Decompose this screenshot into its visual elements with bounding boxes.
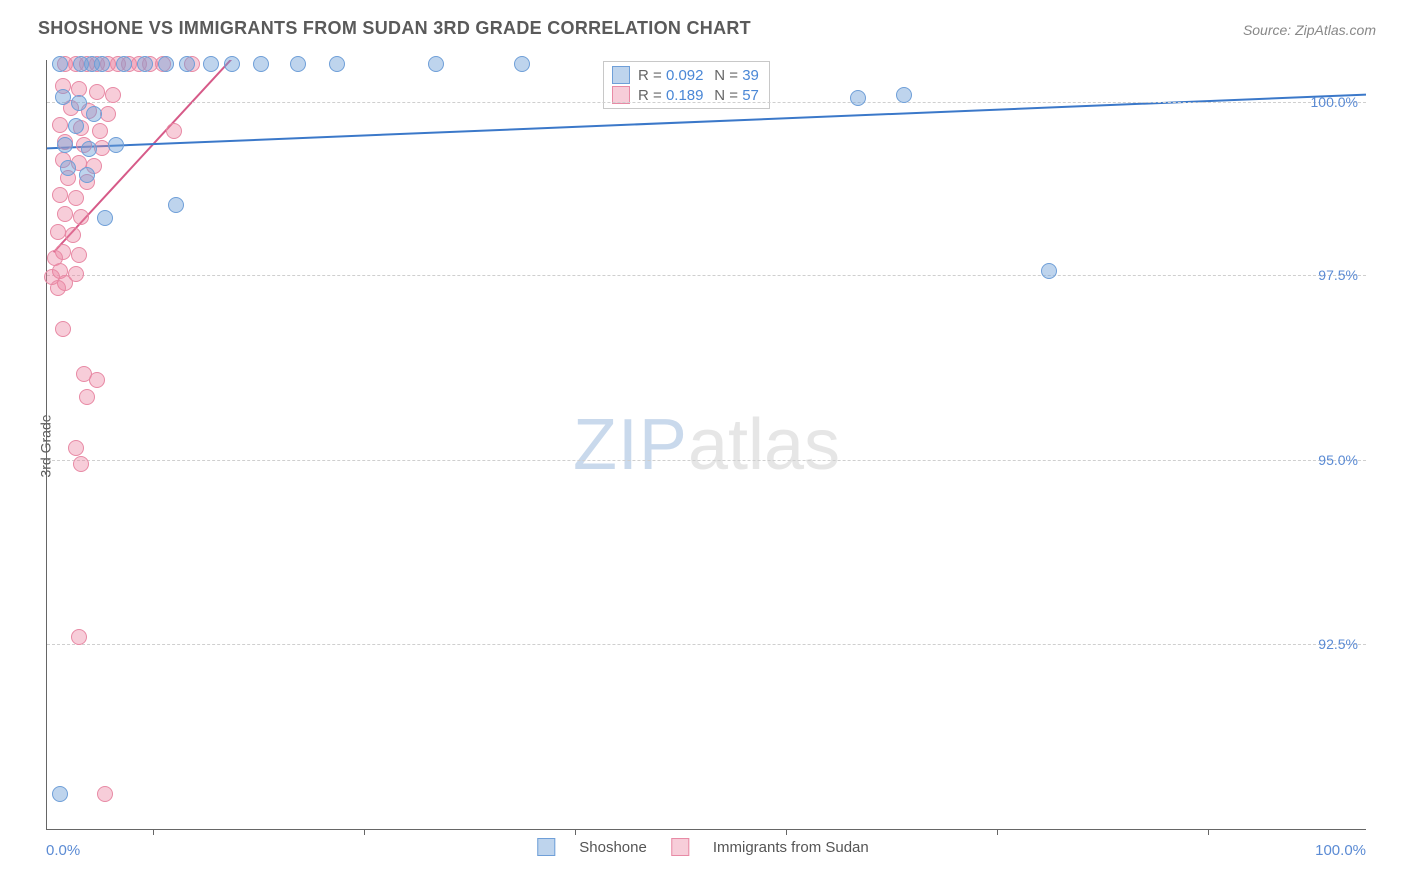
legend: Shoshone Immigrants from Sudan: [537, 838, 868, 856]
shoshone-point: [179, 56, 195, 72]
shoshone-point: [86, 106, 102, 122]
shoshone-point: [290, 56, 306, 72]
source-prefix: Source:: [1243, 22, 1295, 38]
watermark: ZIPatlas: [573, 404, 840, 486]
r-label: R =: [638, 87, 666, 104]
chart-title: SHOSHONE VS IMMIGRANTS FROM SUDAN 3RD GR…: [38, 18, 751, 39]
sudan-point: [92, 123, 108, 139]
sudan-point: [73, 209, 89, 225]
stat-row-shoshone: R = 0.092 N = 39: [612, 66, 759, 84]
legend-sudan-label: Immigrants from Sudan: [713, 839, 869, 856]
sudan-point: [57, 206, 73, 222]
legend-sudan-swatch-icon: [671, 838, 689, 856]
shoshone-point: [1041, 263, 1057, 279]
r-label: R =: [638, 67, 666, 84]
shoshone-point: [60, 160, 76, 176]
r-value: 0.092: [666, 67, 706, 84]
sudan-point: [79, 389, 95, 405]
x-tick: [153, 829, 154, 835]
sudan-point: [50, 224, 66, 240]
shoshone-point: [329, 56, 345, 72]
gridline: [47, 460, 1366, 461]
sudan-point: [52, 117, 68, 133]
n-label: N =: [714, 87, 742, 104]
sudan-point: [166, 123, 182, 139]
shoshone-point: [896, 87, 912, 103]
shoshone-point: [428, 56, 444, 72]
legend-shoshone-swatch-icon: [537, 838, 555, 856]
shoshone-point: [253, 56, 269, 72]
x-axis-max-label: 100.0%: [1315, 842, 1366, 859]
sudan-point: [73, 456, 89, 472]
n-label: N =: [714, 67, 742, 84]
x-tick: [1208, 829, 1209, 835]
gridline: [47, 102, 1366, 103]
gridline: [47, 644, 1366, 645]
shoshone-point: [108, 137, 124, 153]
shoshone-point: [850, 90, 866, 106]
plot-area: ZIPatlas R = 0.092 N = 39 R = 0.189 N = …: [46, 60, 1366, 830]
shoshone-point: [116, 56, 132, 72]
legend-shoshone-label: Shoshone: [579, 839, 647, 856]
shoshone-point: [68, 118, 84, 134]
shoshone-point: [81, 141, 97, 157]
gridline: [47, 275, 1366, 276]
sudan-stat-text: R = 0.189 N = 57: [638, 87, 759, 104]
shoshone-point: [97, 210, 113, 226]
y-tick-label: 100.0%: [1311, 94, 1358, 110]
watermark-atlas: atlas: [688, 405, 840, 485]
shoshone-point: [79, 167, 95, 183]
shoshone-point: [57, 137, 73, 153]
x-tick: [364, 829, 365, 835]
x-tick: [575, 829, 576, 835]
shoshone-point: [158, 56, 174, 72]
sudan-point: [68, 440, 84, 456]
sudan-point: [55, 321, 71, 337]
x-tick: [786, 829, 787, 835]
x-tick: [997, 829, 998, 835]
y-tick-label: 95.0%: [1318, 452, 1358, 468]
watermark-zip: ZIP: [573, 405, 688, 485]
shoshone-point: [94, 56, 110, 72]
x-axis-min-label: 0.0%: [46, 842, 80, 859]
y-tick-label: 92.5%: [1318, 636, 1358, 652]
shoshone-point: [71, 95, 87, 111]
shoshone-point: [224, 56, 240, 72]
sudan-point: [105, 87, 121, 103]
trend-lines-svg: [47, 60, 1366, 829]
sudan-point: [97, 786, 113, 802]
shoshone-point: [168, 197, 184, 213]
source-label: Source: ZipAtlas.com: [1243, 22, 1376, 38]
shoshone-point: [52, 786, 68, 802]
n-value: 57: [742, 87, 759, 104]
shoshone-point: [514, 56, 530, 72]
sudan-point: [65, 227, 81, 243]
shoshone-point: [137, 56, 153, 72]
sudan-point: [71, 247, 87, 263]
shoshone-point: [55, 89, 71, 105]
sudan-point: [68, 190, 84, 206]
shoshone-swatch-icon: [612, 66, 630, 84]
n-value: 39: [742, 67, 759, 84]
shoshone-point: [203, 56, 219, 72]
sudan-point: [89, 84, 105, 100]
shoshone-stat-text: R = 0.092 N = 39: [638, 67, 759, 84]
r-value: 0.189: [666, 87, 706, 104]
sudan-point: [89, 372, 105, 388]
sudan-point: [50, 280, 66, 296]
sudan-point: [71, 629, 87, 645]
sudan-point: [52, 187, 68, 203]
y-tick-label: 97.5%: [1318, 267, 1358, 283]
shoshone-point: [52, 56, 68, 72]
source-value: ZipAtlas.com: [1295, 22, 1376, 38]
